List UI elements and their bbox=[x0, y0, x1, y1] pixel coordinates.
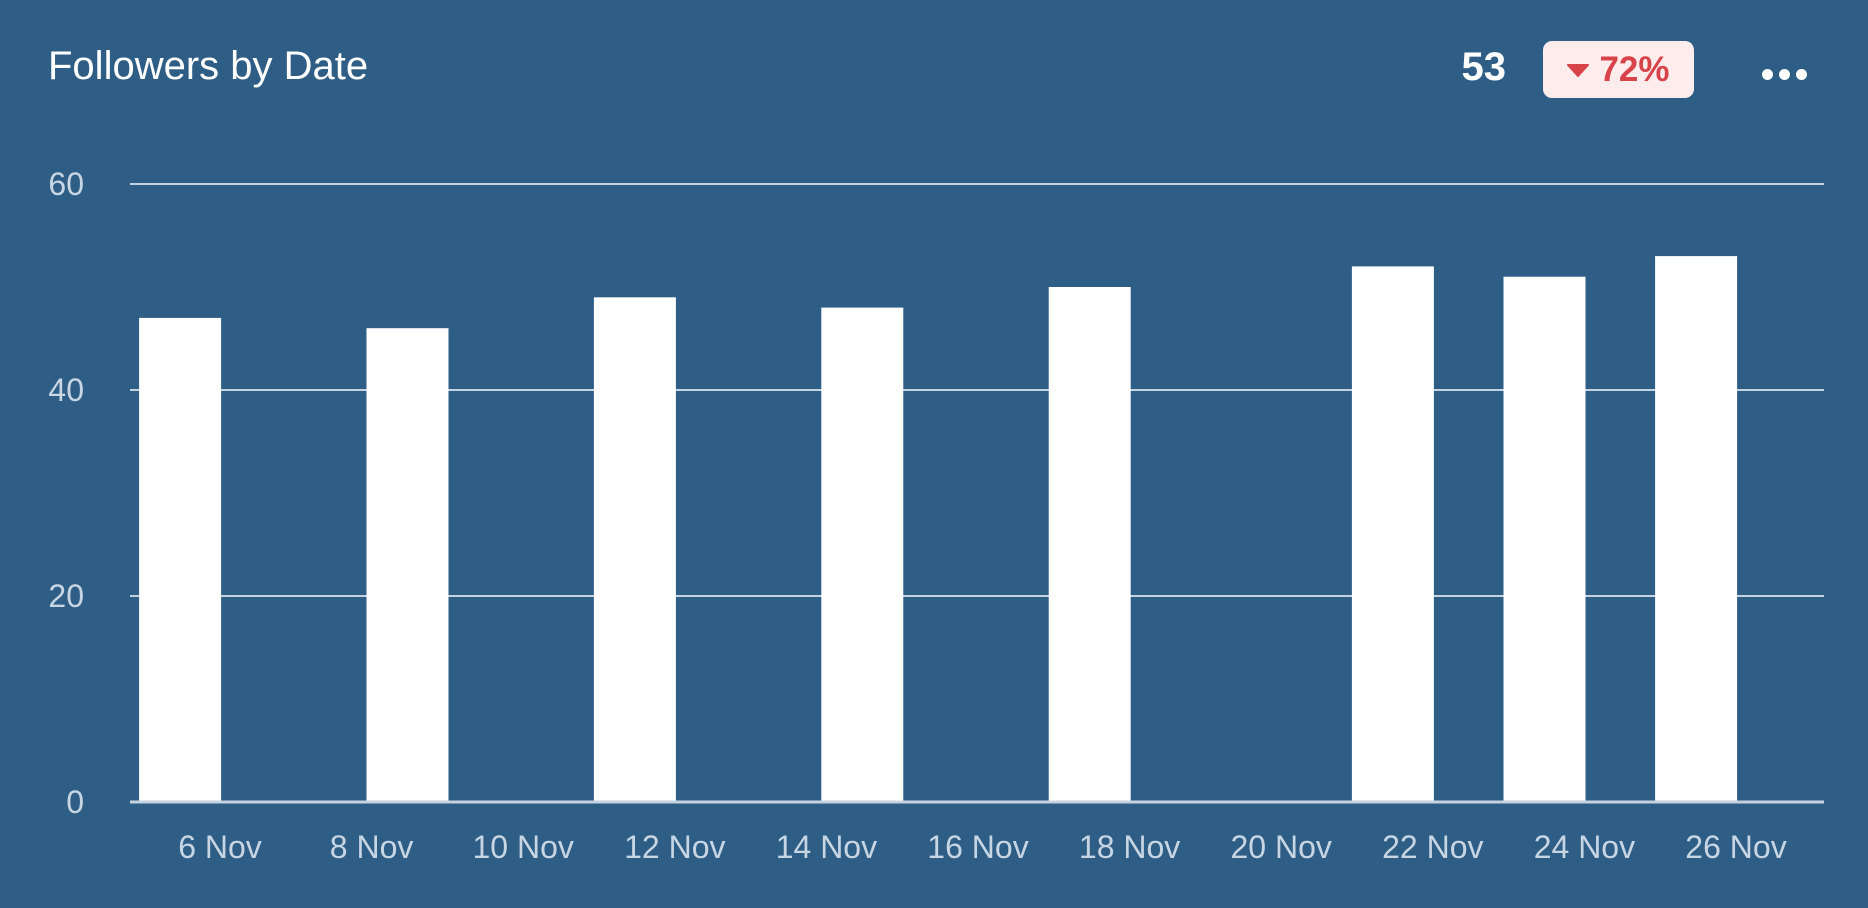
bar-2 bbox=[593, 297, 676, 801]
caret-down-icon bbox=[1567, 64, 1590, 77]
x-tick-label: 14 Nov bbox=[776, 829, 877, 865]
more-horizontal-icon bbox=[1762, 68, 1773, 80]
bar-5 bbox=[1351, 266, 1434, 801]
bar-0 bbox=[139, 317, 222, 801]
y-tick-label: 20 bbox=[48, 578, 84, 614]
x-tick-label: 24 Nov bbox=[1534, 829, 1635, 865]
x-tick-label: 26 Nov bbox=[1685, 829, 1786, 865]
x-tick-label: 6 Nov bbox=[178, 829, 262, 865]
bar-3 bbox=[821, 307, 904, 801]
y-tick-label: 40 bbox=[48, 372, 84, 408]
more-dot bbox=[1796, 68, 1807, 80]
bar-4 bbox=[1048, 287, 1131, 801]
x-tick-label: 10 Nov bbox=[473, 829, 574, 865]
x-tick-label: 20 Nov bbox=[1231, 829, 1332, 865]
x-tick-label: 18 Nov bbox=[1079, 829, 1180, 865]
y-tick-label: 0 bbox=[66, 784, 84, 820]
more-menu-button[interactable] bbox=[1756, 56, 1813, 92]
bar-6 bbox=[1503, 276, 1586, 801]
chart-title: Followers by Date bbox=[48, 44, 369, 88]
change-percent: 72% bbox=[1599, 49, 1670, 89]
change-badge: 72% bbox=[1543, 41, 1694, 98]
bar-7 bbox=[1655, 256, 1738, 801]
x-tick-label: 16 Nov bbox=[927, 829, 1028, 865]
more-dot bbox=[1779, 68, 1790, 80]
x-tick-label: 8 Nov bbox=[330, 829, 414, 865]
bar-1 bbox=[366, 328, 449, 801]
x-tick-label: 12 Nov bbox=[624, 829, 725, 865]
y-tick-label: 60 bbox=[48, 166, 84, 202]
x-tick-label: 22 Nov bbox=[1382, 829, 1483, 865]
total-value: 53 bbox=[1461, 45, 1507, 89]
